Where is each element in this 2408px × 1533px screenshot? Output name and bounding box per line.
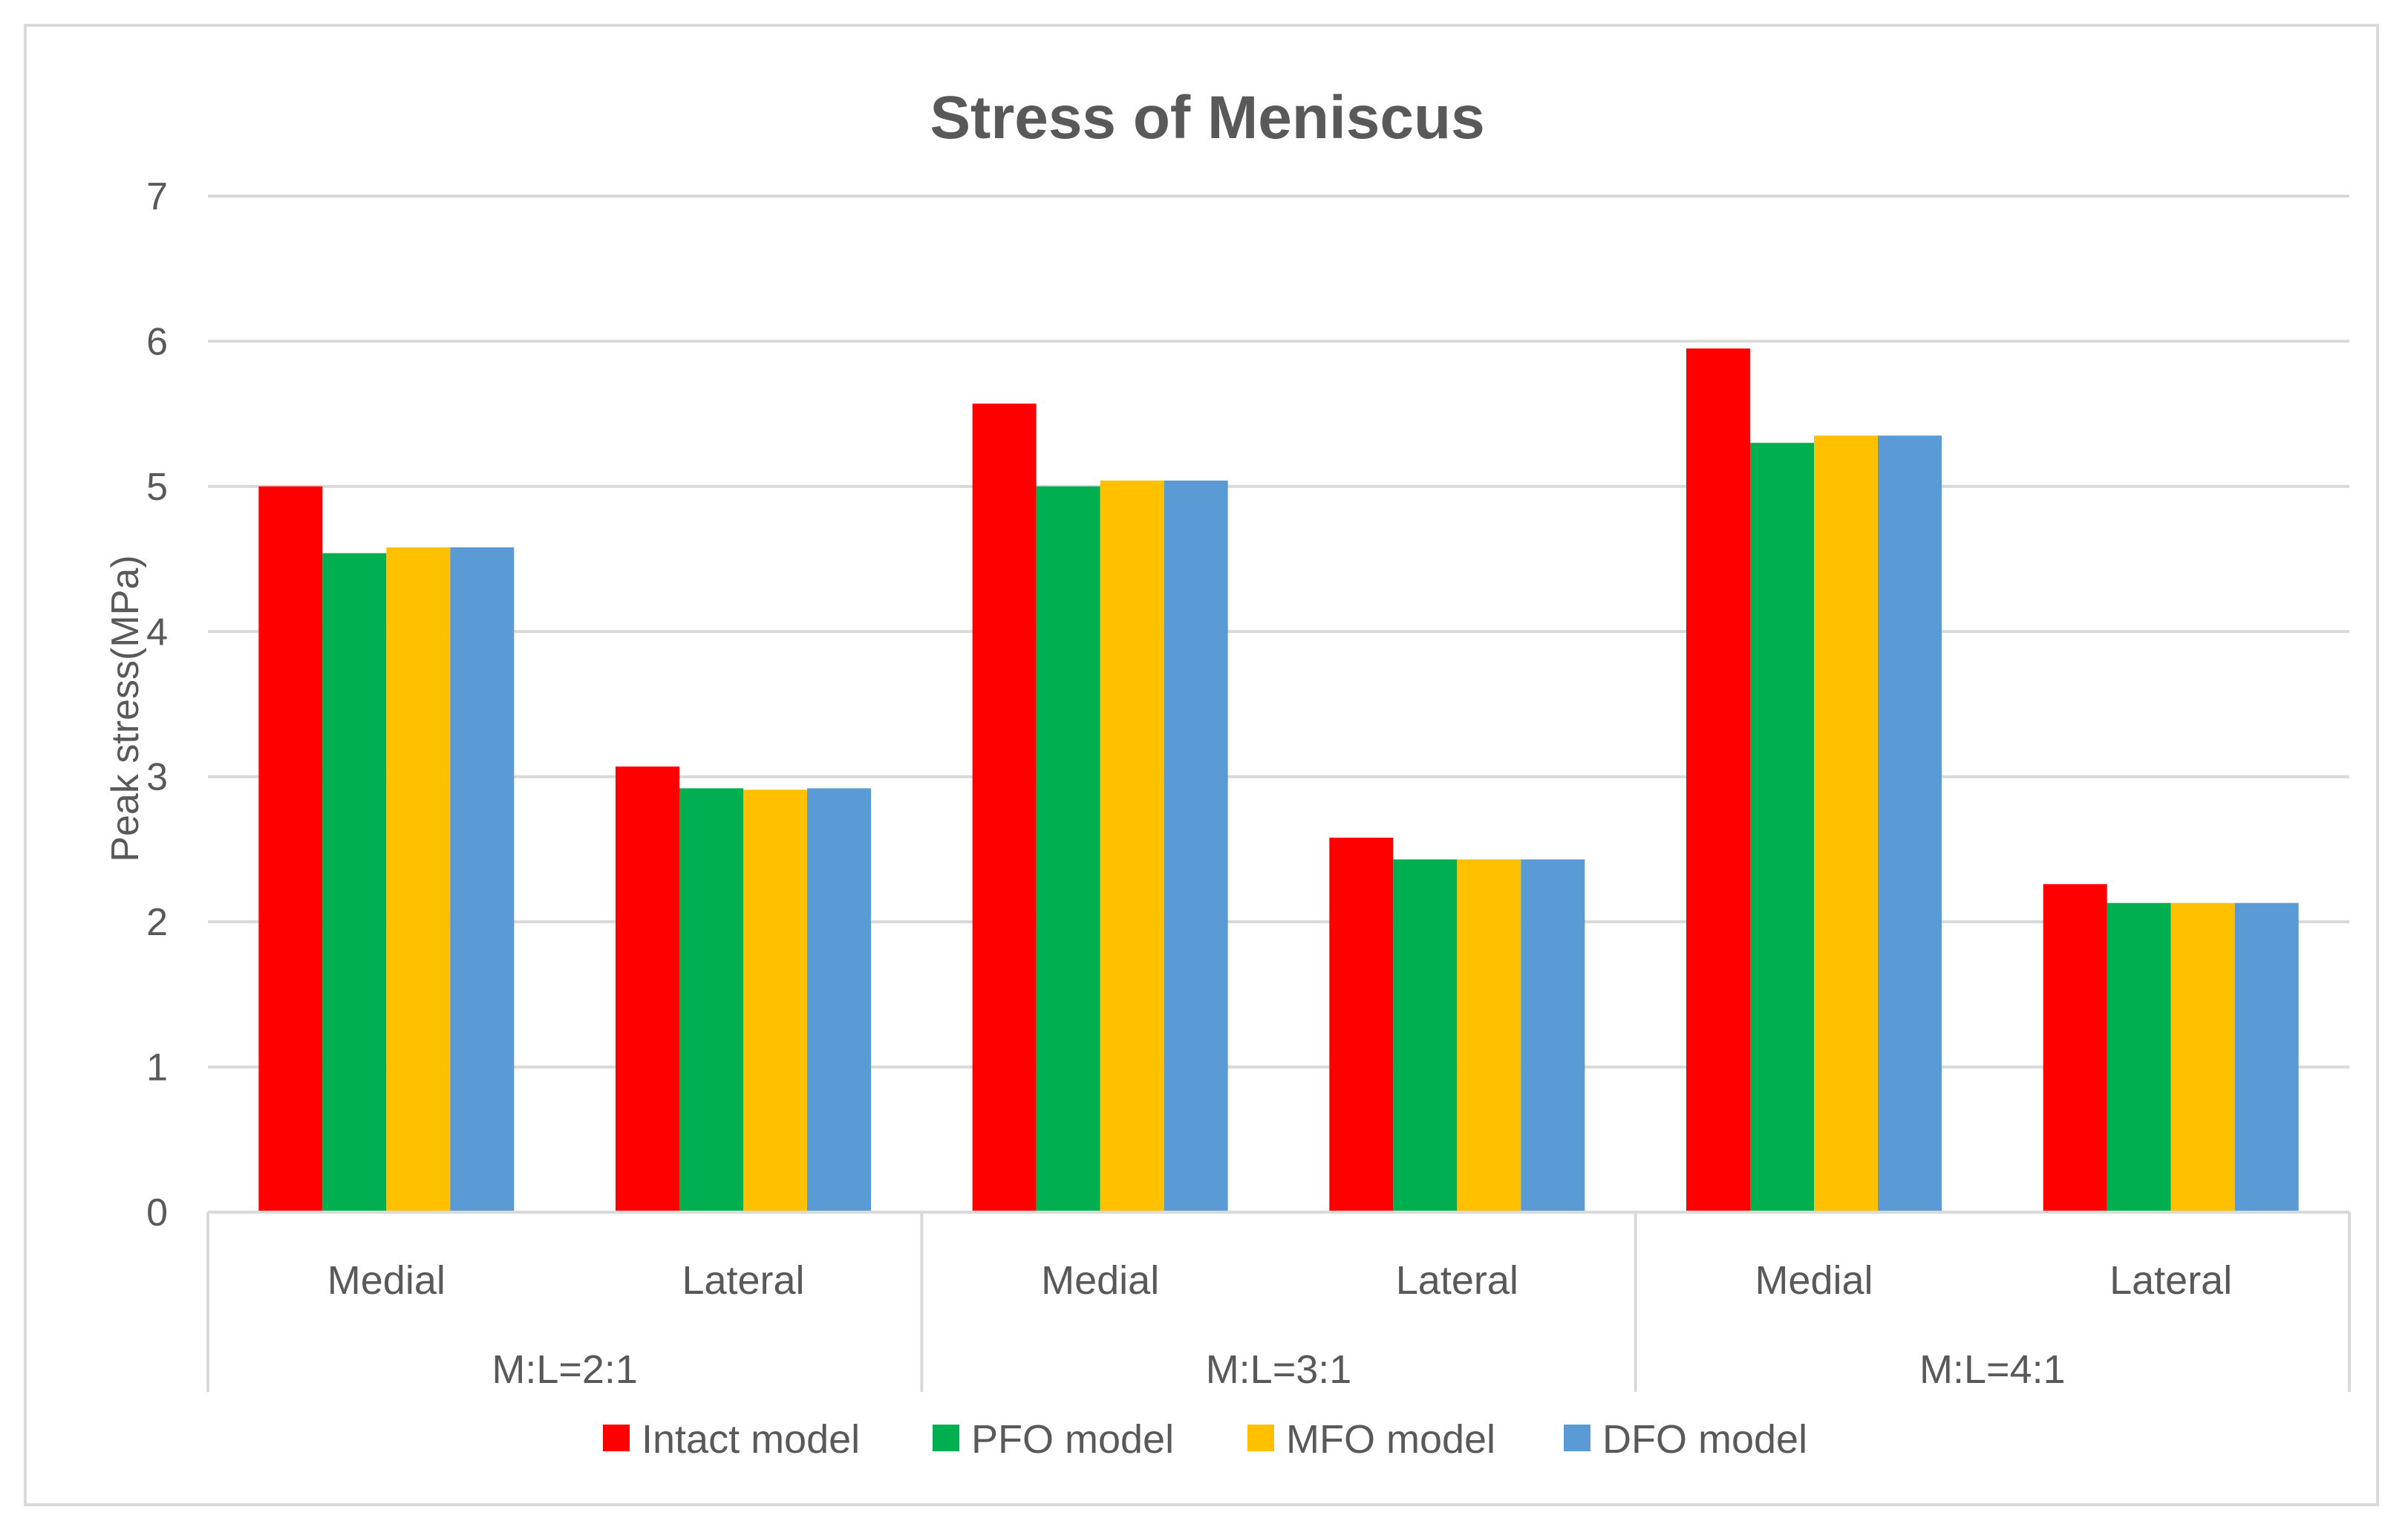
bar	[386, 547, 451, 1212]
y-tick-label: 6	[146, 320, 168, 363]
x-category-label: Medial	[1041, 1258, 1159, 1303]
bar	[1393, 859, 1458, 1212]
bar	[1521, 859, 1585, 1212]
bar	[2170, 902, 2235, 1212]
x-group-label: M:L=3:1	[1206, 1347, 1352, 1392]
x-category-label: Lateral	[1396, 1258, 1518, 1303]
bar	[1100, 481, 1164, 1212]
bar	[1686, 348, 1750, 1213]
legend-swatch	[603, 1425, 630, 1451]
bar	[258, 486, 323, 1212]
legend-swatch	[933, 1425, 959, 1451]
chart-frame: Stress of Meniscus 0 1 2 3 4 5 6 7 Peak stress(…	[24, 24, 2379, 1506]
bar	[616, 766, 679, 1212]
bar	[679, 788, 743, 1212]
grid-layer	[208, 195, 2349, 1069]
bar	[743, 790, 807, 1212]
legend-swatch	[1247, 1425, 1274, 1451]
x-group-label: M:L=2:1	[492, 1347, 638, 1392]
y-tick-label: 1	[146, 1047, 168, 1090]
bar	[1329, 837, 1394, 1212]
legend-label: Intact model	[642, 1417, 860, 1462]
legend-swatch	[1564, 1425, 1590, 1451]
legend-label: PFO model	[971, 1417, 1174, 1462]
y-tick-label: 4	[146, 611, 168, 654]
x-axis: Medial Lateral M:L=2:1 Medial Lateral M:L=3:1…	[206, 1211, 2351, 1392]
x-category-label: Medial	[1755, 1258, 1873, 1303]
legend-label: MFO model	[1286, 1417, 1495, 1462]
legend-label: DFO model	[1602, 1417, 1807, 1462]
bar	[1036, 486, 1100, 1212]
legend: Intact model PFO model MFO model DFO model	[603, 1417, 1807, 1462]
y-tick-label: 2	[146, 901, 168, 944]
y-axis-ticks: 0 1 2 3 4 5 6 7	[146, 175, 168, 1234]
chart-svg: Stress of Meniscus 0 1 2 3 4 5 6 7 Peak stress(…	[104, 84, 2351, 1462]
y-tick-label: 5	[146, 466, 168, 509]
bar	[1164, 481, 1228, 1212]
y-tick-label: 3	[146, 756, 168, 799]
chart-title: Stress of Meniscus	[930, 84, 1484, 152]
bar	[450, 547, 515, 1212]
bar	[322, 553, 387, 1212]
bar	[2107, 902, 2171, 1212]
x-category-label: Lateral	[682, 1258, 804, 1303]
bar	[972, 403, 1037, 1212]
bar	[2234, 902, 2299, 1212]
y-tick-label: 7	[146, 175, 168, 218]
x-group-label: M:L=4:1	[1919, 1347, 2066, 1392]
bar	[1750, 443, 1814, 1213]
x-category-label: Lateral	[2110, 1258, 2232, 1303]
bar	[1457, 859, 1521, 1212]
bar	[2043, 884, 2107, 1212]
bar	[807, 788, 871, 1212]
y-axis-label: Peak stress(MPa)	[104, 555, 147, 862]
x-category-label: Medial	[327, 1258, 446, 1303]
y-tick-label: 0	[146, 1191, 168, 1234]
bar	[1814, 435, 1878, 1212]
bar-layer	[258, 348, 2299, 1213]
bar	[1878, 435, 1942, 1212]
